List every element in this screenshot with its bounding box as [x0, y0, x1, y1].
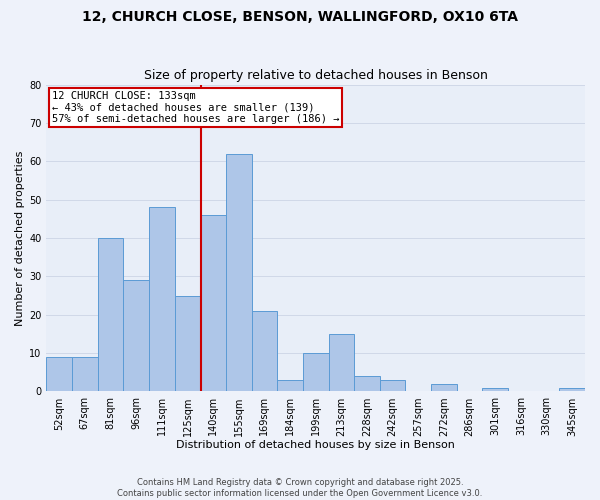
Bar — [175, 296, 200, 392]
Bar — [124, 280, 149, 392]
Title: Size of property relative to detached houses in Benson: Size of property relative to detached ho… — [144, 69, 488, 82]
Bar — [98, 238, 124, 392]
Bar — [277, 380, 303, 392]
Bar — [354, 376, 380, 392]
Bar — [559, 388, 585, 392]
Bar — [72, 357, 98, 392]
Bar — [431, 384, 457, 392]
Bar — [46, 357, 72, 392]
Bar — [329, 334, 354, 392]
Bar — [380, 380, 406, 392]
Bar — [200, 215, 226, 392]
Bar — [149, 208, 175, 392]
Bar — [226, 154, 251, 392]
Text: 12 CHURCH CLOSE: 133sqm
← 43% of detached houses are smaller (139)
57% of semi-d: 12 CHURCH CLOSE: 133sqm ← 43% of detache… — [52, 90, 339, 124]
Text: Contains HM Land Registry data © Crown copyright and database right 2025.
Contai: Contains HM Land Registry data © Crown c… — [118, 478, 482, 498]
X-axis label: Distribution of detached houses by size in Benson: Distribution of detached houses by size … — [176, 440, 455, 450]
Bar — [482, 388, 508, 392]
Bar — [303, 353, 329, 392]
Bar — [251, 311, 277, 392]
Text: 12, CHURCH CLOSE, BENSON, WALLINGFORD, OX10 6TA: 12, CHURCH CLOSE, BENSON, WALLINGFORD, O… — [82, 10, 518, 24]
Y-axis label: Number of detached properties: Number of detached properties — [15, 150, 25, 326]
